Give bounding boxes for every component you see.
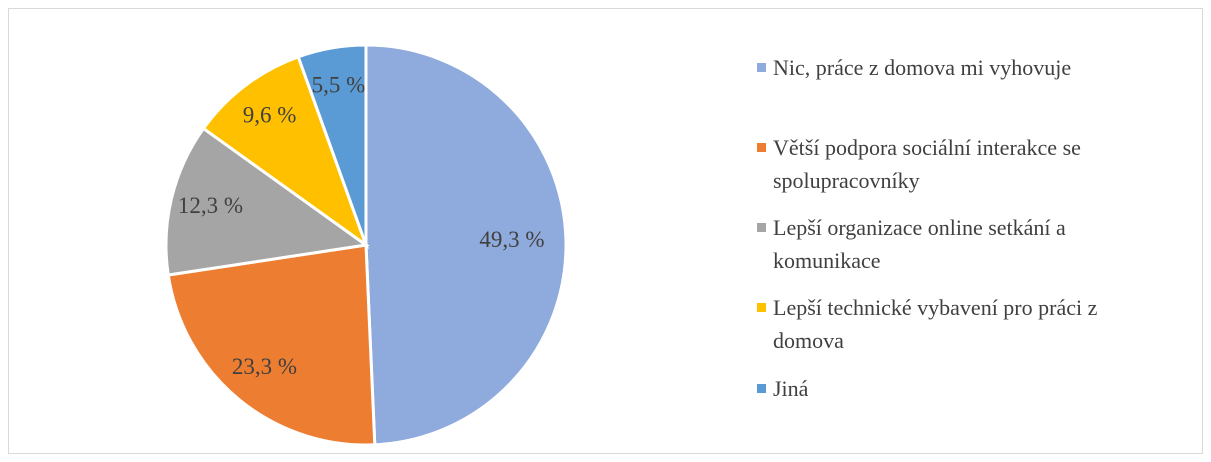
- pie-slice: [201, 54, 370, 250]
- data-label: 9,6 %: [243, 103, 297, 128]
- legend-item: Jiná: [757, 372, 1167, 405]
- legend-label: Větší podpora sociální interakce se spol…: [773, 135, 1081, 193]
- pie-slice: [364, 43, 568, 447]
- legend-swatch: [757, 384, 766, 393]
- legend-swatch: [757, 303, 766, 312]
- legend-label: Nic, práce z domova mi vyhovuje: [773, 55, 1072, 80]
- legend-label: Lepší organizace online setkání a komuni…: [773, 215, 1066, 273]
- data-label: 12,3 %: [178, 193, 243, 218]
- data-label: 49,3 %: [479, 227, 544, 252]
- pie-slice: [166, 243, 377, 447]
- pie-slice: [296, 43, 368, 246]
- chart-frame: [8, 8, 1203, 454]
- legend-item: Lepší organizace online setkání a komuni…: [757, 211, 1167, 277]
- legend-label: Lepší technické vybavení pro práci z dom…: [773, 295, 1098, 353]
- legend-item: Nic, práce z domova mi vyhovuje: [757, 51, 1167, 84]
- legend-label: Jiná: [773, 376, 809, 401]
- legend-swatch: [757, 63, 766, 72]
- pie-slice: [164, 126, 370, 277]
- legend-item: Větší podpora sociální interakce se spol…: [757, 131, 1167, 197]
- data-label: 5,5 %: [312, 73, 366, 98]
- legend-item: Lepší technické vybavení pro práci z dom…: [757, 291, 1167, 357]
- legend-swatch: [757, 143, 766, 152]
- legend-swatch: [757, 223, 766, 232]
- data-label: 23,3 %: [232, 354, 297, 379]
